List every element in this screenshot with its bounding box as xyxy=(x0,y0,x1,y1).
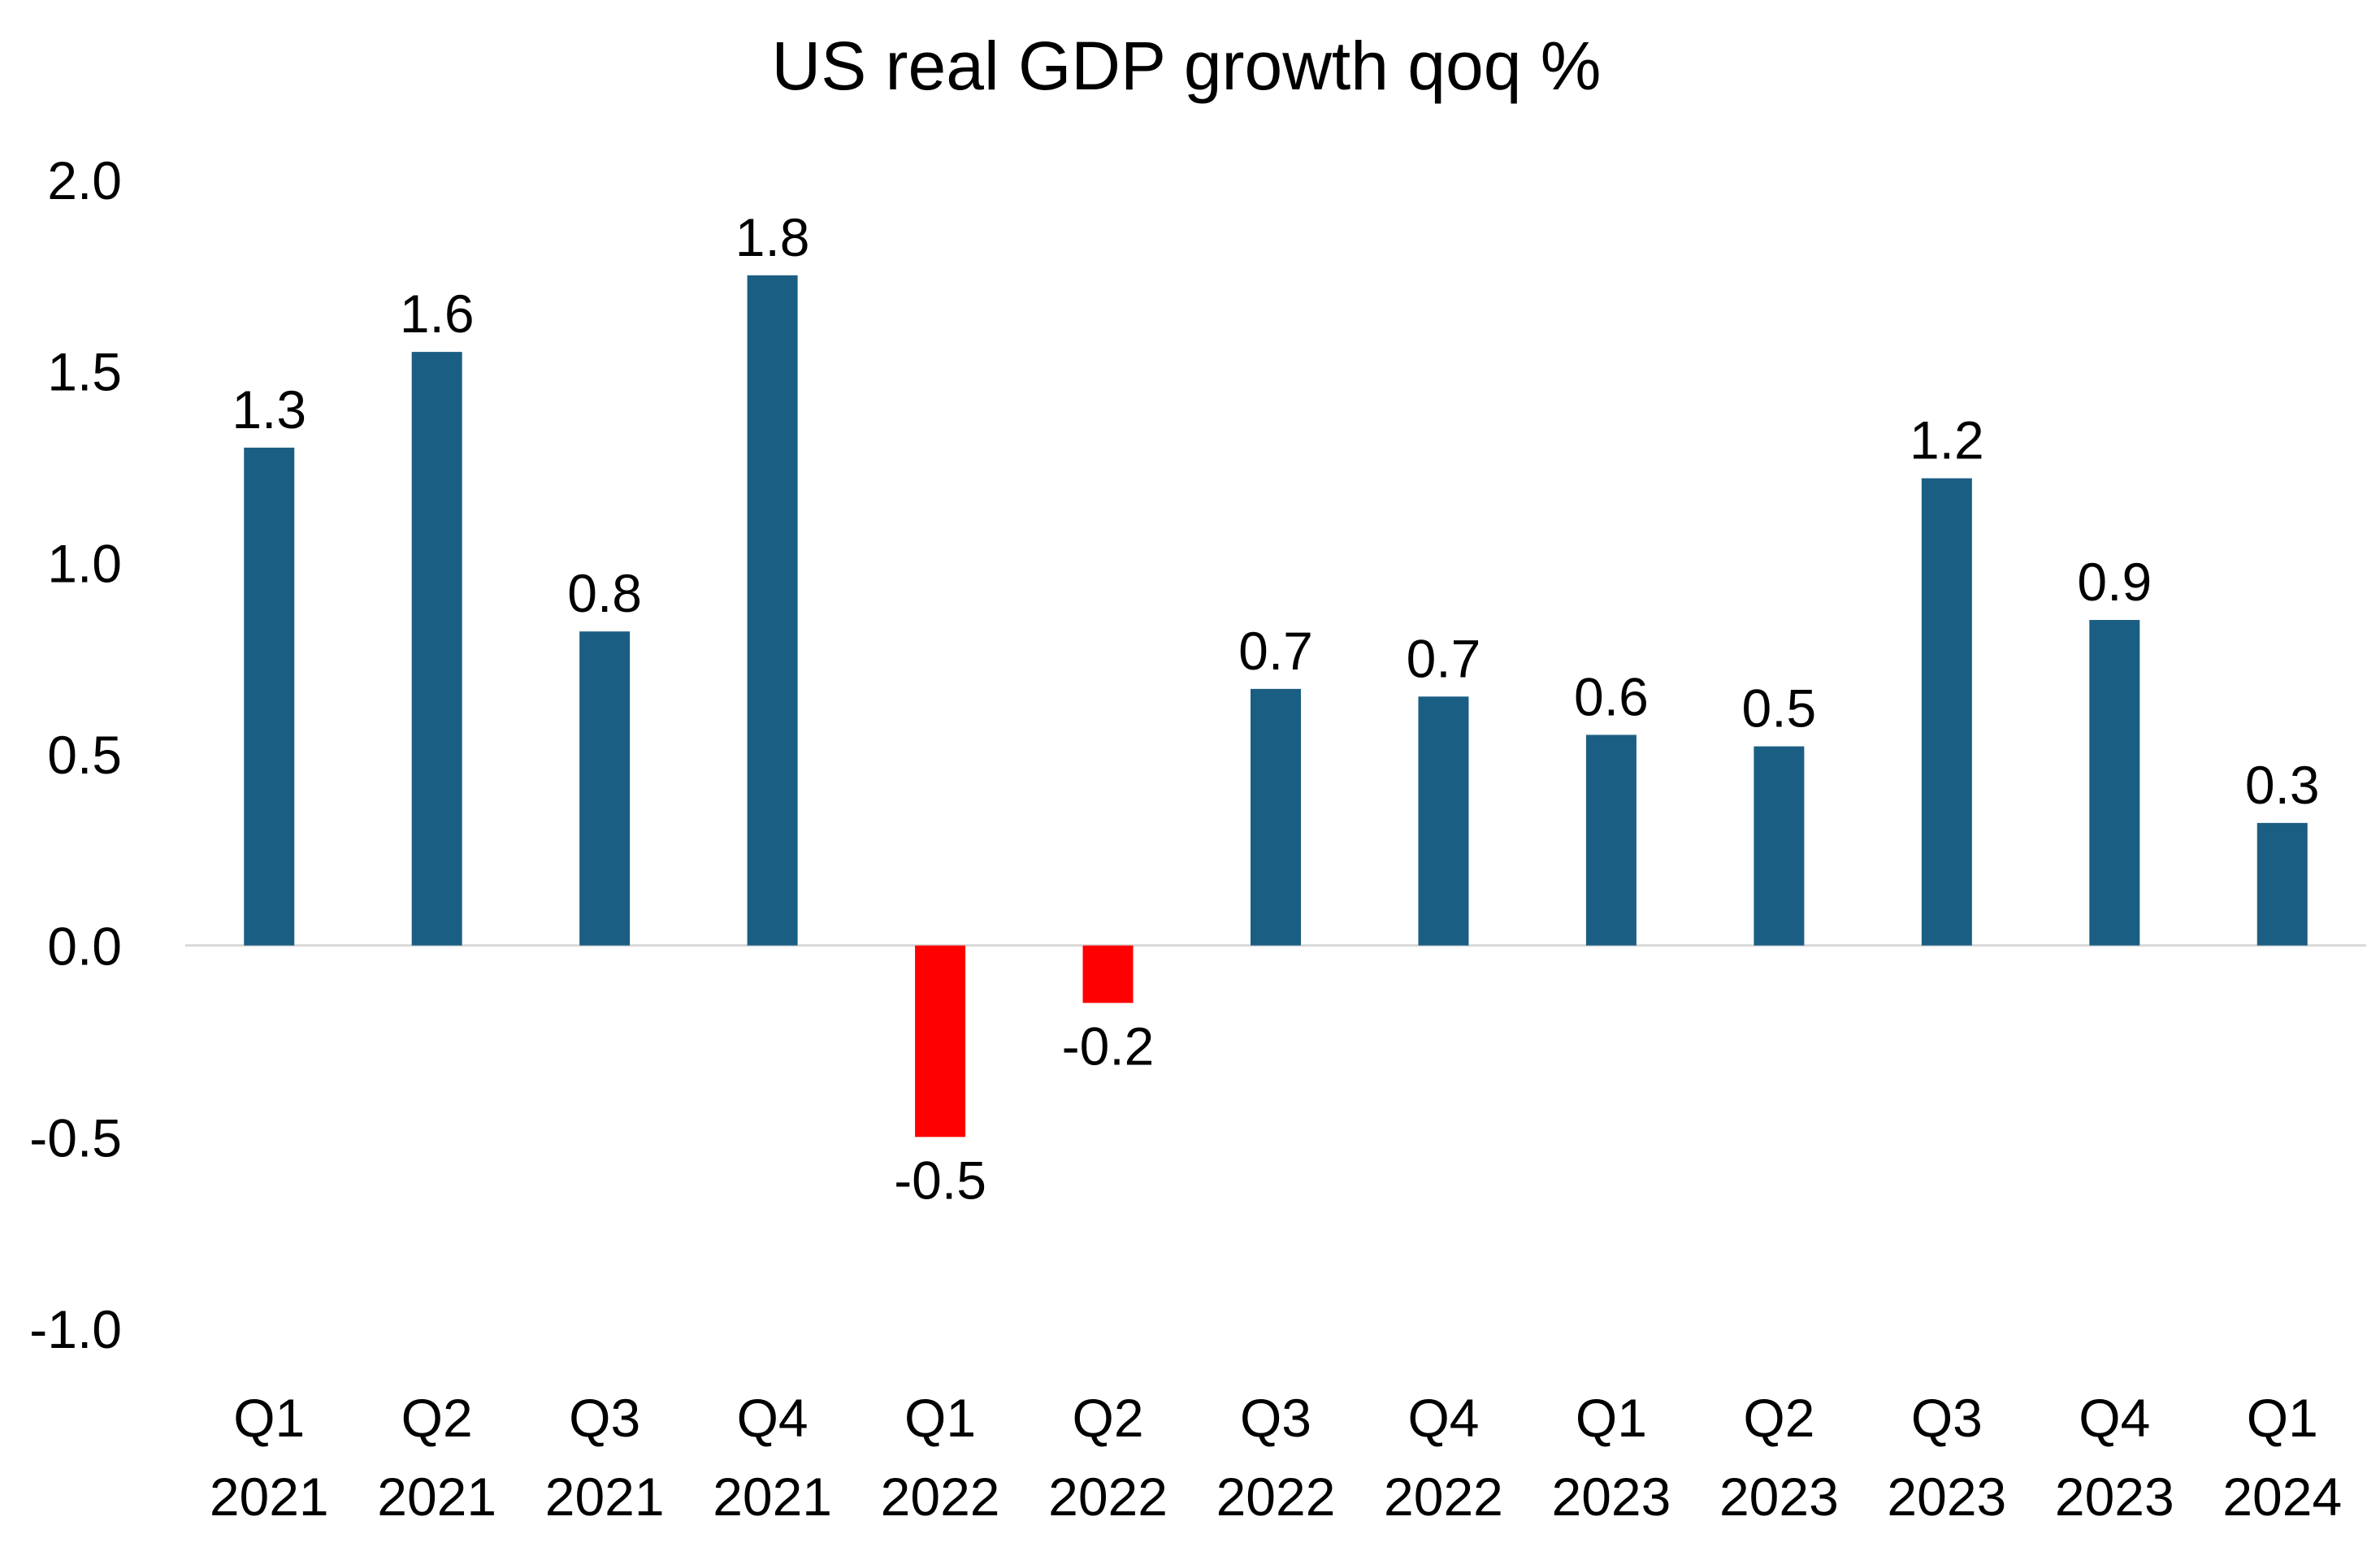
bar xyxy=(2089,620,2140,946)
x-axis: Q1 2021 Q2 2021 Q3 2021 Q4 2021 Q1 2022 Q2 2022 Q3 20… xyxy=(210,1388,2342,1527)
bar xyxy=(1921,478,1972,946)
x-tick-label-year: 2022 xyxy=(881,1467,1000,1527)
bar xyxy=(1754,746,1805,946)
x-tick-label-quarter: Q2 xyxy=(401,1388,473,1448)
x-tick-label-quarter: Q2 xyxy=(1073,1388,1144,1448)
data-label: -0.5 xyxy=(894,1150,986,1210)
y-axis: 2.0 1.5 1.0 0.5 0.0 -0.5 -1.0 xyxy=(29,150,2366,1359)
x-tick-label-quarter: Q1 xyxy=(904,1388,976,1448)
x-tick-label-year: 2023 xyxy=(1552,1467,1671,1527)
x-tick-label-quarter: Q3 xyxy=(1240,1388,1311,1448)
data-label: 0.5 xyxy=(1742,678,1817,739)
x-tick-label-year: 2022 xyxy=(1216,1467,1336,1527)
bar xyxy=(1082,945,1134,1003)
x-tick-label-year: 2022 xyxy=(1048,1467,1168,1527)
x-tick-label-year: 2021 xyxy=(377,1467,496,1527)
y-tick-label: 2.0 xyxy=(47,150,122,210)
x-tick-label-year: 2021 xyxy=(713,1467,832,1527)
bar xyxy=(1585,734,1637,946)
data-label: 0.6 xyxy=(1574,666,1649,726)
bar xyxy=(411,352,462,946)
data-label: 0.7 xyxy=(1238,621,1313,681)
data-label: -0.2 xyxy=(1062,1016,1155,1076)
y-tick-label: 0.0 xyxy=(47,916,122,977)
x-tick-label-year: 2024 xyxy=(2222,1467,2342,1527)
x-tick-label-year: 2023 xyxy=(1887,1467,2006,1527)
y-tick-label: -1.0 xyxy=(29,1299,122,1359)
x-tick-label-quarter: Q3 xyxy=(569,1388,640,1448)
bar xyxy=(747,275,798,946)
x-tick-label-quarter: Q4 xyxy=(1407,1388,1479,1448)
y-tick-label: 0.5 xyxy=(47,725,122,785)
bar xyxy=(1418,696,1469,946)
bar xyxy=(579,631,631,946)
x-tick-label-quarter: Q3 xyxy=(1911,1388,1983,1448)
x-tick-label-year: 2021 xyxy=(545,1467,665,1527)
bar xyxy=(2256,822,2308,946)
chart-title: US real GDP growth qoq % xyxy=(772,28,1602,104)
bar xyxy=(1251,688,1301,946)
x-tick-label-quarter: Q1 xyxy=(2247,1388,2318,1448)
bars xyxy=(244,275,2308,1138)
x-tick-label-quarter: Q4 xyxy=(737,1388,809,1448)
data-label: 0.8 xyxy=(567,563,642,623)
y-tick-label: 1.5 xyxy=(47,342,122,402)
y-tick-label: -0.5 xyxy=(29,1107,122,1168)
x-tick-label-year: 2021 xyxy=(210,1467,329,1527)
x-tick-label-year: 2023 xyxy=(2055,1467,2174,1527)
data-label: 0.7 xyxy=(1407,628,1481,688)
x-tick-label-quarter: Q4 xyxy=(2079,1388,2150,1448)
data-label: 1.8 xyxy=(735,207,810,267)
x-tick-label-year: 2023 xyxy=(1719,1467,1839,1527)
data-label: 1.2 xyxy=(1910,410,1984,470)
x-tick-label-quarter: Q2 xyxy=(1743,1388,1814,1448)
bar xyxy=(915,945,966,1138)
data-label: 1.6 xyxy=(400,284,475,344)
bar xyxy=(244,447,295,946)
data-label: 0.3 xyxy=(2245,755,2320,815)
x-tick-label-quarter: Q1 xyxy=(233,1388,305,1448)
x-tick-label-year: 2022 xyxy=(1384,1467,1503,1527)
data-label: 0.9 xyxy=(2077,552,2152,612)
data-labels: 1.3 1.6 0.8 1.8 -0.5 -0.2 0.7 0.7 0.6 0.5 1.2 0.9 0.… xyxy=(232,207,2319,1211)
data-label: 1.3 xyxy=(232,379,306,440)
x-tick-label-quarter: Q1 xyxy=(1576,1388,1647,1448)
y-tick-label: 1.0 xyxy=(47,533,122,593)
